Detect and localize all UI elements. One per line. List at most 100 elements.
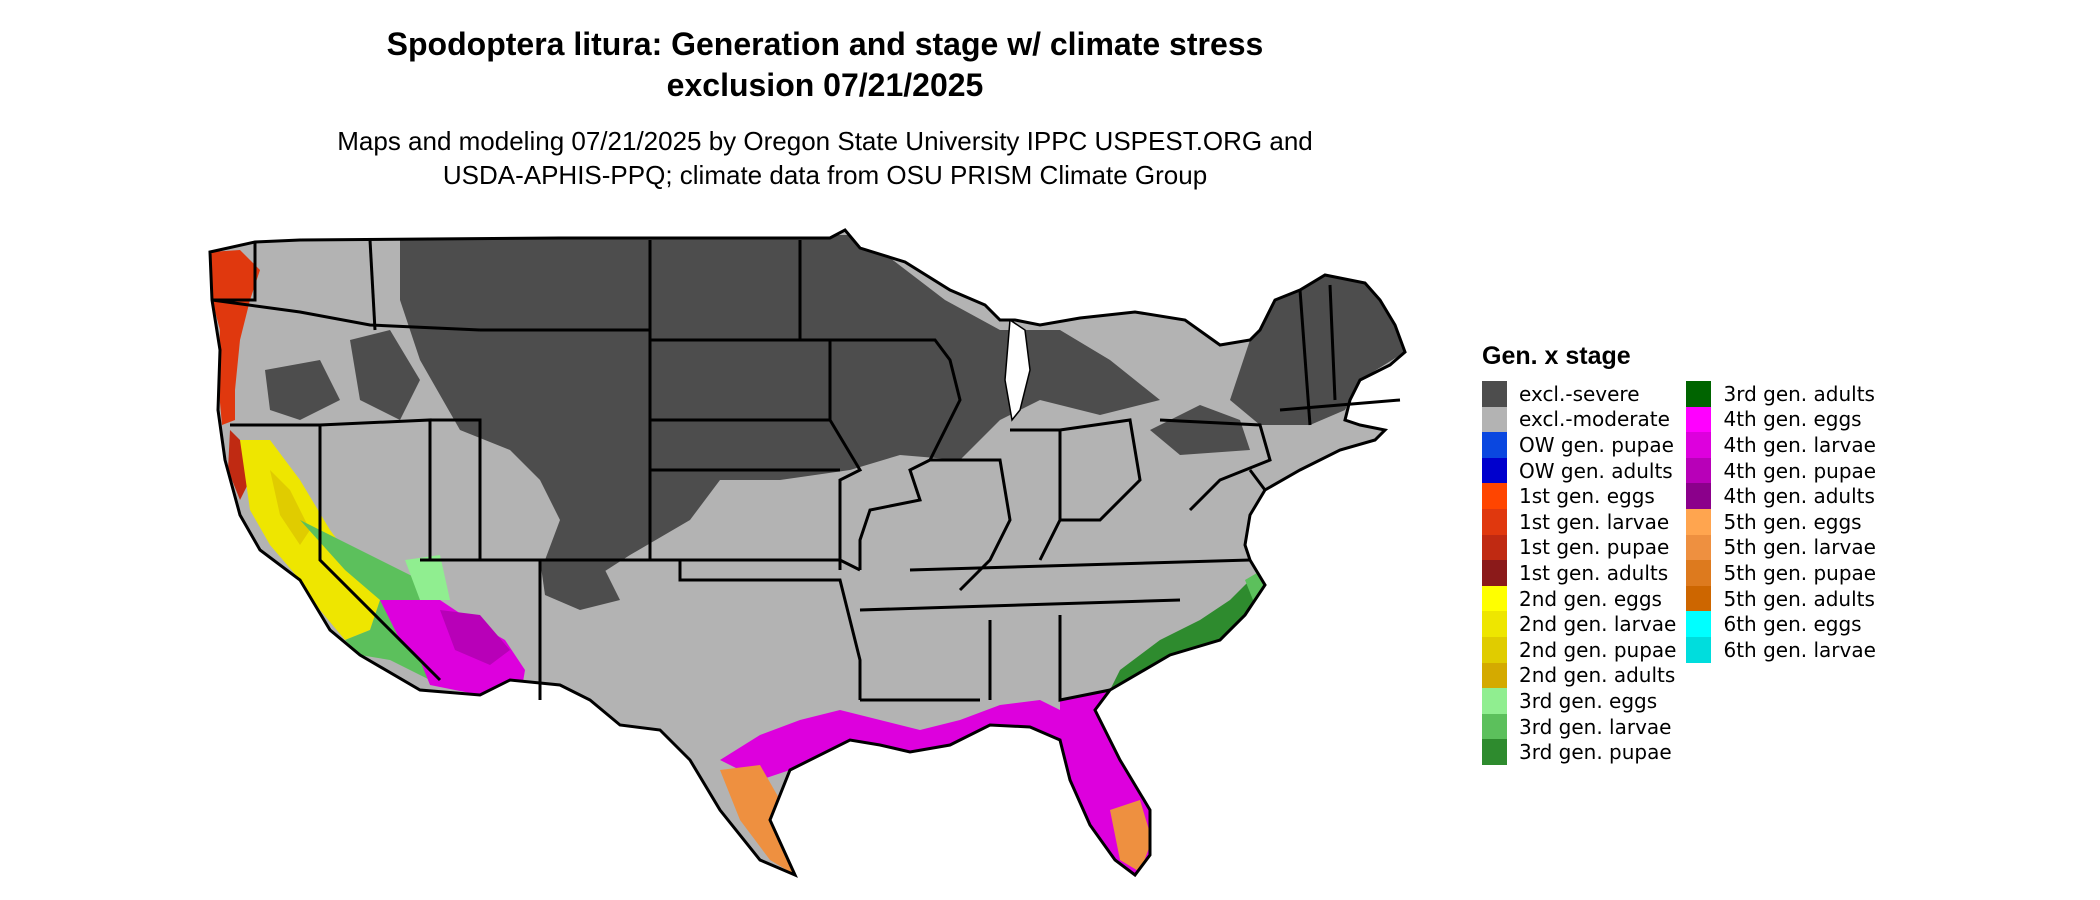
legend-item: 3rd gen. adults xyxy=(1686,381,1876,407)
legend-swatch xyxy=(1686,381,1712,407)
legend-item: 4th gen. eggs xyxy=(1686,406,1876,433)
legend-label: excl.-severe xyxy=(1519,381,1640,406)
legend-item: OW gen. pupae xyxy=(1482,432,1676,458)
legend-label: 5th gen. pupae xyxy=(1723,560,1877,585)
map-title-line2: exclusion 07/21/2025 xyxy=(666,67,984,103)
lake-michigan xyxy=(1004,318,1031,422)
legend-item: 5th gen. eggs xyxy=(1686,508,1876,535)
legend-swatch xyxy=(1686,534,1712,561)
legend-title: Gen. x stage xyxy=(1482,342,1631,370)
legend-label: 1st gen. pupae xyxy=(1519,535,1670,560)
legend-column-1: excl.-severe excl.-moderate OW gen. pupae O… xyxy=(1482,381,1676,765)
legend-label: 4th gen. larvae xyxy=(1723,432,1876,457)
region-carolina-coast xyxy=(1110,575,1265,690)
legend-item: 3rd gen. pupae xyxy=(1482,739,1676,765)
region-keys xyxy=(1120,878,1135,886)
legend-item: 2nd gen. pupae xyxy=(1482,636,1677,663)
region-severe-north xyxy=(400,235,1160,600)
legend-label: 4th gen. eggs xyxy=(1723,407,1862,432)
legend-label: 3rd gen. adults xyxy=(1723,381,1875,406)
region-south-florida xyxy=(1110,800,1152,872)
legend-item: 3rd gen. eggs xyxy=(1482,688,1676,714)
legend-label: OW gen. pupae xyxy=(1519,432,1674,457)
region-arizona xyxy=(380,600,525,700)
legend-item: 5th gen. pupae xyxy=(1686,560,1876,586)
legend-label: 2nd gen. adults xyxy=(1519,663,1676,688)
legend-label: 2nd gen. pupae xyxy=(1519,637,1677,662)
legend-label: 3rd gen. pupae xyxy=(1519,740,1672,765)
legend-swatch xyxy=(1686,560,1712,586)
region-severe-colorado xyxy=(540,560,620,610)
legend-swatch xyxy=(1482,611,1507,637)
legend-item: 4th gen. pupae xyxy=(1686,457,1877,484)
legend-label: 6th gen. larvae xyxy=(1723,637,1876,662)
legend-item: 1st gen. pupae xyxy=(1482,534,1676,561)
legend-columns: excl.-severe excl.-moderate OW gen. pupae O… xyxy=(1482,381,1876,765)
map-title-line1: Spodoptera litura: Generation and stage … xyxy=(386,26,1264,62)
legend-label: 3rd gen. larvae xyxy=(1519,714,1672,739)
legend-item: 1st gen. adults xyxy=(1482,560,1676,586)
region-severe-new-england xyxy=(1230,275,1405,425)
title-block: Spodoptera litura: Generation and stage … xyxy=(0,24,1650,192)
legend-label: 1st gen. adults xyxy=(1519,560,1669,585)
legend-item: 4th gen. adults xyxy=(1686,483,1876,509)
legend-item: 6th gen. eggs xyxy=(1686,611,1876,637)
region-severe-west-2 xyxy=(265,360,340,420)
legend-label: OW gen. adults xyxy=(1519,458,1673,483)
legend: Gen. x stage excl.-severe excl.-moderate O… xyxy=(1482,342,1876,765)
legend-swatch xyxy=(1482,406,1507,433)
legend-item: excl.-severe xyxy=(1482,381,1676,407)
map-subtitle-line1: Maps and modeling 07/21/2025 by Oregon S… xyxy=(337,126,1313,156)
legend-label: 1st gen. larvae xyxy=(1519,509,1670,534)
legend-label: 4th gen. adults xyxy=(1723,484,1875,509)
legend-swatch xyxy=(1482,739,1507,765)
legend-item: 2nd gen. eggs xyxy=(1482,585,1676,612)
legend-item: 5th gen. larvae xyxy=(1686,534,1876,561)
legend-label: excl.-moderate xyxy=(1519,407,1670,432)
legend-swatch xyxy=(1482,662,1507,689)
legend-swatch xyxy=(1686,585,1712,612)
legend-column-2: 3rd gen. adults 4th gen. eggs 4th gen. lar… xyxy=(1686,381,1876,765)
region-arizona-pupae xyxy=(440,610,510,665)
legend-item: OW gen. adults xyxy=(1482,457,1676,484)
legend-swatch xyxy=(1482,432,1507,458)
legend-label: 2nd gen. larvae xyxy=(1519,612,1677,637)
legend-swatch xyxy=(1482,585,1507,612)
legend-swatch xyxy=(1686,508,1712,535)
legend-item: 1st gen. eggs xyxy=(1482,483,1676,509)
legend-item: 6th gen. larvae xyxy=(1686,636,1876,663)
map-subtitle: Maps and modeling 07/21/2025 by Oregon S… xyxy=(0,124,1650,192)
legend-label: 5th gen. eggs xyxy=(1723,509,1862,534)
legend-label: 6th gen. eggs xyxy=(1723,612,1862,637)
legend-label: 4th gen. pupae xyxy=(1723,458,1877,483)
legend-swatch xyxy=(1686,636,1712,663)
legend-swatch xyxy=(1482,688,1507,714)
region-nevada-south xyxy=(405,555,450,600)
legend-swatch xyxy=(1482,636,1507,663)
legend-label: 2nd gen. eggs xyxy=(1519,586,1662,611)
legend-item: excl.-moderate xyxy=(1482,406,1676,433)
region-severe-appalachian xyxy=(1150,405,1250,455)
legend-swatch xyxy=(1686,611,1712,637)
legend-item: 3rd gen. larvae xyxy=(1482,713,1676,740)
legend-swatch xyxy=(1686,432,1712,458)
legend-swatch xyxy=(1482,381,1507,407)
legend-swatch xyxy=(1482,534,1507,561)
legend-swatch xyxy=(1482,508,1507,535)
legend-swatch xyxy=(1482,483,1507,509)
legend-label: 1st gen. eggs xyxy=(1519,484,1655,509)
legend-item: 5th gen. adults xyxy=(1686,585,1876,612)
legend-label: 5th gen. adults xyxy=(1723,586,1875,611)
region-ca-valley-pupae xyxy=(270,470,310,545)
legend-swatch xyxy=(1686,483,1712,509)
legend-label: 5th gen. larvae xyxy=(1723,535,1876,560)
region-pnw-coast xyxy=(210,250,260,425)
us-map xyxy=(208,228,1407,886)
state-borders xyxy=(208,228,1407,877)
legend-item: 2nd gen. larvae xyxy=(1482,611,1676,637)
legend-swatch xyxy=(1482,560,1507,586)
legend-item: 2nd gen. adults xyxy=(1482,662,1676,689)
legend-item: 4th gen. larvae xyxy=(1686,432,1876,458)
legend-swatch xyxy=(1686,406,1712,433)
legend-item: 1st gen. larvae xyxy=(1482,508,1676,535)
